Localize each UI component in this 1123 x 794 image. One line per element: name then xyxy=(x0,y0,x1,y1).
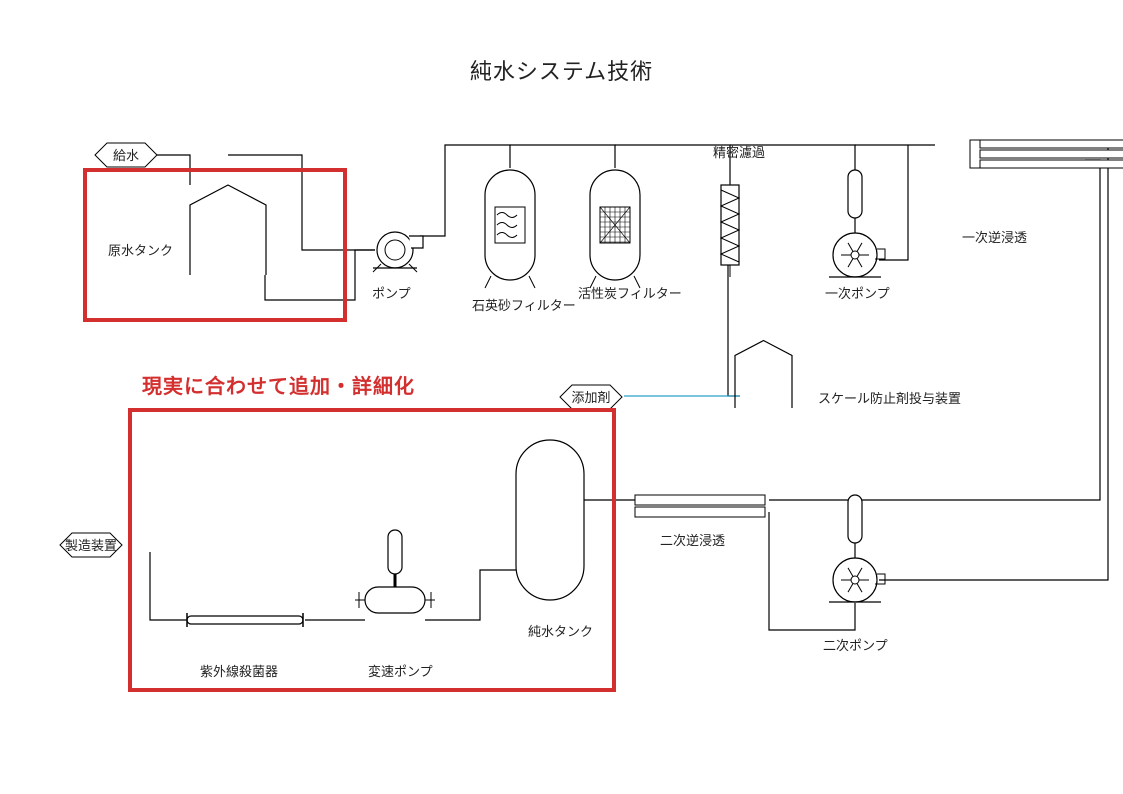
var_pump-label: 変速ポンプ xyxy=(368,664,433,679)
primary-ro xyxy=(980,150,1123,158)
flow-line xyxy=(510,145,615,168)
flow-line xyxy=(425,570,518,620)
primary-pump-accumulator xyxy=(848,170,862,218)
pure-water-tank xyxy=(516,440,584,600)
primary-ro xyxy=(980,140,1123,148)
raw-water-tank xyxy=(190,185,266,275)
flow-line xyxy=(150,552,188,620)
secondary_ro-label: 二次逆浸透 xyxy=(660,533,725,548)
manufacturing-tag-label: 製造装置 xyxy=(65,538,117,553)
primary-ro xyxy=(980,160,1123,168)
quartz_filter-label: 石英砂フィルター xyxy=(472,298,576,313)
carbon_filter-label: 活性炭フィルター xyxy=(578,286,682,301)
uv-sterilizer xyxy=(187,616,303,624)
pure_tank-label: 純水タンク xyxy=(528,624,593,639)
pump-label: ポンプ xyxy=(372,286,411,301)
variable-speed-pump xyxy=(365,587,425,613)
flow-line xyxy=(879,145,908,260)
scale-inhibitor-tank xyxy=(735,341,792,409)
primary_pump-label: 一次ポンプ xyxy=(825,286,890,301)
flow-line xyxy=(879,145,1108,580)
precision_filter-label: 精密濾過 xyxy=(713,145,765,160)
primary_ro-label: 一次逆浸透 xyxy=(962,230,1027,245)
flow-line xyxy=(265,250,375,300)
diagram-stage: { "title": "純水システム技術", "annotation": { "… xyxy=(0,0,1123,794)
secondary-pump-accumulator xyxy=(848,495,862,543)
water-supply-tag-label: 給水 xyxy=(113,148,139,163)
additive-tag-label: 添加剤 xyxy=(571,390,610,405)
raw_tank-label: 原水タンク xyxy=(108,243,173,258)
scale_inhibitor-label: スケール防止剤投与装置 xyxy=(818,391,961,406)
flow-line xyxy=(728,262,740,396)
secondary_pump-label: 二次ポンプ xyxy=(823,638,888,653)
process-diagram: 給水添加剤製造装置 原水タンクポンプ石英砂フィルター活性炭フィルター 精密濾過一次… xyxy=(0,0,1123,794)
flow-line xyxy=(769,160,1100,500)
uv-label: 紫外線殺菌器 xyxy=(200,664,278,679)
secondary-ro xyxy=(635,495,765,505)
